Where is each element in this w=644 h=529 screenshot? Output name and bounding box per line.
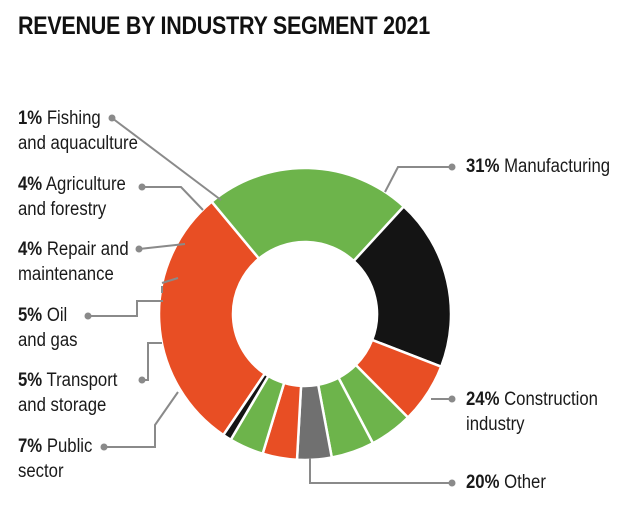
- slice-name: Oil: [42, 305, 68, 326]
- slice-label-line1: 5% Transport: [18, 368, 117, 393]
- slice-percent: 5%: [18, 305, 43, 326]
- slice-name: Manufacturing: [499, 156, 611, 177]
- slice-name: Repair and: [42, 239, 129, 260]
- leader-lines: [84, 114, 456, 487]
- leader-line-3: [104, 391, 179, 448]
- leader-dot-1: [448, 395, 456, 403]
- slice-label: 31% Manufacturing: [466, 154, 610, 179]
- slice-name: Transport: [42, 370, 118, 391]
- slice-label-line1: 7% Public: [18, 434, 92, 459]
- slice-percent: 24%: [466, 389, 500, 410]
- slice-label-line1: 31% Manufacturing: [466, 154, 610, 179]
- slice-name: Construction: [499, 389, 598, 410]
- slice-percent: 4%: [18, 174, 43, 195]
- slice-label: 5% Transport and storage: [18, 368, 117, 418]
- leader-line-7: [138, 243, 186, 250]
- slice-label-line1: 20% Other: [466, 470, 546, 495]
- leader-line-0: [384, 166, 452, 193]
- slice-label: 24% Construction industry: [466, 387, 598, 437]
- slice-label-line1: 4% Repair and: [18, 237, 129, 262]
- slice-name: Agriculture: [42, 174, 126, 195]
- leader-dot-2: [448, 479, 456, 487]
- slice-name-line2: industry: [466, 414, 525, 435]
- chart-title: REVENUE BY INDUSTRY SEGMENT 2021: [18, 12, 430, 40]
- slice-name-line2: sector: [18, 461, 64, 482]
- slice-name: Other: [499, 472, 546, 493]
- slice-label-line1: 1% Fishing: [18, 106, 138, 131]
- leader-dot-7: [135, 245, 143, 253]
- leader-line-8: [142, 186, 204, 211]
- leader-dot-0: [448, 163, 456, 171]
- slice-name-line2: maintenance: [18, 264, 114, 285]
- slice-label: 4% Repair and maintenance: [18, 237, 129, 287]
- slice-label: 5% Oil and gas: [18, 303, 78, 353]
- slice-name-line2: and aquaculture: [18, 133, 138, 154]
- leader-dot-4: [138, 376, 146, 384]
- slice-label-line1: 4% Agriculture: [18, 172, 126, 197]
- slice-percent: 1%: [18, 108, 43, 129]
- slice-percent: 7%: [18, 436, 43, 457]
- leader-dot-5: [84, 312, 92, 320]
- slice-label-line1: 5% Oil: [18, 303, 78, 328]
- slice-name: Public: [42, 436, 93, 457]
- slice-label: 20% Other: [466, 470, 546, 495]
- leader-dot-8: [138, 183, 146, 191]
- leader-dot-3: [100, 443, 108, 451]
- donut-slices: [157, 166, 453, 462]
- slice-label-line1: 24% Construction: [466, 387, 598, 412]
- donut-slice-1: [210, 166, 406, 263]
- slice-percent: 5%: [18, 370, 43, 391]
- leader-line-6-a: [161, 277, 179, 284]
- slice-name-line2: and gas: [18, 330, 78, 351]
- slice-percent: 20%: [466, 472, 500, 493]
- slice-name-line2: and storage: [18, 395, 107, 416]
- leader-line-5: [88, 300, 163, 317]
- leader-line-4: [142, 342, 162, 381]
- leader-line-2: [309, 458, 452, 484]
- slice-name-line2: and forestry: [18, 199, 107, 220]
- donut-slice-9: [222, 372, 270, 441]
- leader-line-9: [111, 117, 222, 201]
- slice-percent: 4%: [18, 239, 43, 260]
- donut-slice-2: [352, 205, 453, 368]
- slice-label: 1% Fishing and aquaculture: [18, 106, 138, 156]
- leader-dot-9: [108, 114, 116, 122]
- slice-percent: 31%: [466, 156, 500, 177]
- slice-label: 4% Agriculture and forestry: [18, 172, 126, 222]
- slice-label: 7% Public sector: [18, 434, 92, 484]
- donut-slice-0: [157, 200, 266, 437]
- slice-name: Fishing: [42, 108, 101, 129]
